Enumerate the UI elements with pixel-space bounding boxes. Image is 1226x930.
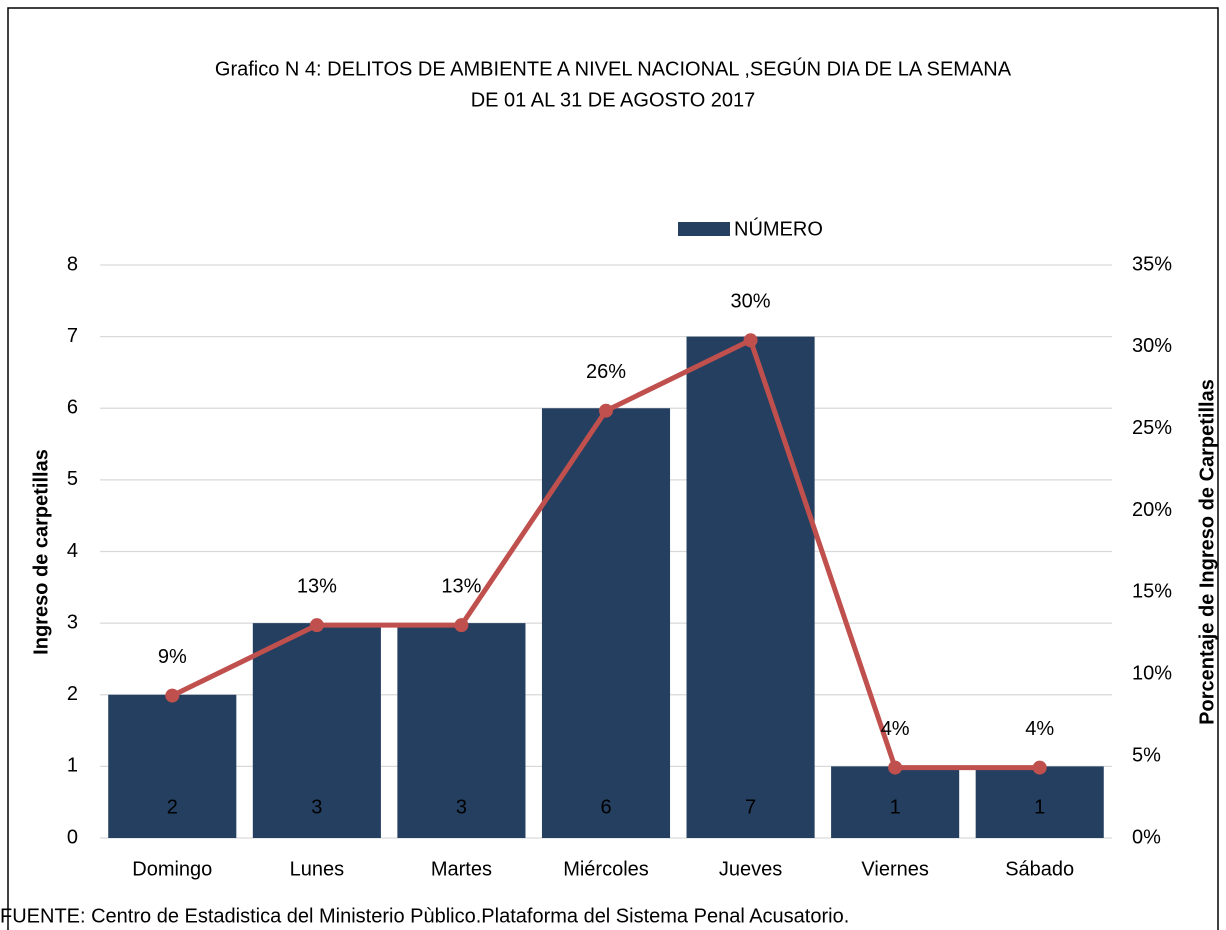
y-tick-label: 0 [67, 826, 78, 848]
line-point [165, 688, 180, 703]
bar [541, 408, 671, 838]
line-point [454, 618, 469, 633]
y2-axis-label: Porcentaje de Ingreso de Carpetillas [1196, 379, 1218, 725]
chart-subtitle: DE 01 AL 31 DE AGOSTO 2017 [471, 89, 756, 111]
y2-tick-label: 0% [1132, 826, 1161, 848]
y2-tick-label: 20% [1132, 499, 1172, 521]
bar-value-label: 1 [890, 796, 901, 818]
x-tick-label: Jueves [719, 858, 782, 880]
line-value-label: 30% [731, 291, 771, 313]
frame [7, 7, 1219, 930]
line-point [599, 403, 613, 418]
y-axis-label: Ingreso de carpetillas [30, 449, 52, 655]
bar-value-label: 6 [600, 796, 611, 818]
bar [397, 623, 526, 838]
bar-value-label: 3 [456, 796, 467, 818]
x-tick-label: Sábado [1005, 858, 1074, 880]
y2-tick-label: 30% [1132, 335, 1172, 357]
y-tick-label: 1 [67, 755, 78, 777]
y-tick-label: 4 [67, 540, 78, 562]
source-note: FUENTE: Centro de Estadistica del Minist… [0, 905, 849, 927]
bar-value-label: 1 [1034, 796, 1045, 818]
bar [252, 623, 381, 838]
y-tick-label: 7 [67, 325, 78, 347]
y-tick-label: 5 [67, 468, 78, 490]
y-tick-label: 6 [67, 397, 78, 419]
line-value-label: 26% [586, 361, 626, 383]
bar [108, 694, 237, 838]
y-tick-label: 2 [67, 683, 78, 705]
bar-value-label: 2 [167, 796, 178, 818]
y-tick-label: 8 [67, 253, 78, 275]
x-tick-label: Domingo [132, 858, 212, 880]
y2-tick-label: 15% [1132, 581, 1172, 603]
y2-tick-label: 25% [1132, 417, 1172, 439]
line-point [309, 618, 324, 633]
x-tick-label: Martes [431, 858, 492, 880]
line-point [743, 333, 758, 348]
line-point [888, 760, 903, 775]
y-tick-label: 3 [67, 611, 78, 633]
bar-value-label: 3 [311, 796, 322, 818]
line-value-label: 4% [1025, 718, 1054, 740]
y2-tick-label: 35% [1132, 253, 1172, 275]
line-value-label: 13% [441, 575, 481, 597]
x-tick-label: Viernes [861, 858, 928, 880]
x-tick-label: Miércoles [563, 858, 649, 880]
line-value-label: 9% [158, 646, 187, 668]
y2-tick-label: 10% [1132, 663, 1172, 685]
legend-label: NÚMERO [734, 217, 823, 240]
bar [686, 336, 815, 838]
legend-swatch [678, 222, 730, 236]
line-point [1032, 760, 1047, 775]
bar [975, 766, 1104, 838]
y2-tick-label: 5% [1132, 744, 1161, 766]
chart-title: Grafico N 4: DELITOS DE AMBIENTE A NIVEL… [215, 57, 1012, 80]
bar-value-label: 7 [745, 796, 756, 818]
line-value-label: 4% [881, 718, 910, 740]
bar [831, 766, 960, 838]
x-tick-label: Lunes [290, 858, 345, 880]
line-value-label: 13% [297, 575, 337, 597]
